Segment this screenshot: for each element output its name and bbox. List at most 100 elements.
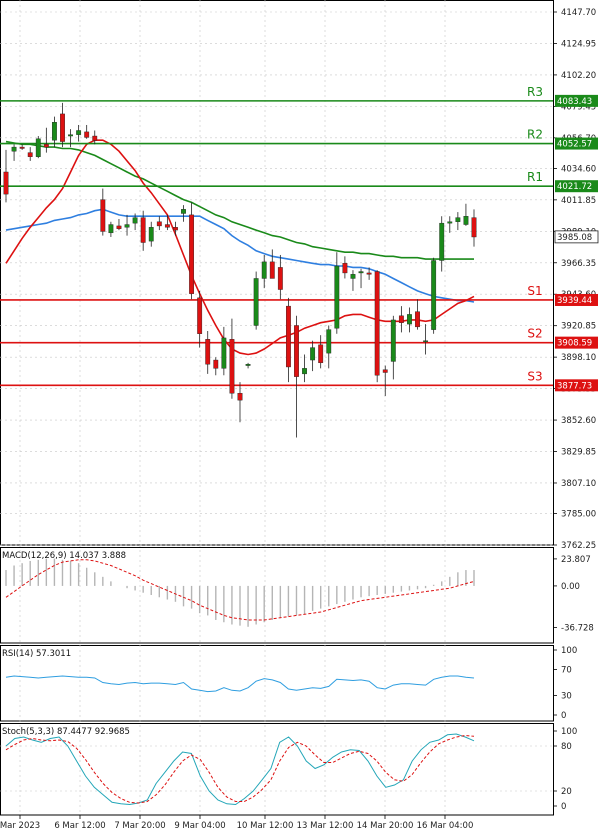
macd-tick-label: -36.728 [561, 624, 594, 634]
price-tick-label: 3762.25 [561, 541, 596, 551]
candle-body [3, 171, 9, 195]
level-value-label: 4021.72 [557, 182, 592, 192]
level-name-r2: R2 [527, 128, 543, 142]
candle-body [423, 340, 429, 342]
level-value-box [555, 94, 598, 107]
candle-body [350, 274, 356, 279]
candle-body [285, 305, 291, 368]
price-panel-frame [0, 0, 554, 546]
candle-body [213, 359, 219, 369]
stoch-tick-label: 100 [561, 727, 577, 737]
price-tick-label: 3807.10 [561, 479, 596, 489]
level-name-s1: S1 [527, 284, 542, 298]
price-tick-label: 3785.00 [561, 510, 596, 520]
rsi-tick-label: 0 [561, 711, 566, 721]
level-value-label: 3939.44 [557, 296, 592, 306]
macd-tick-label: 0.00 [561, 582, 580, 592]
candle-body [334, 265, 340, 329]
candle-body [302, 368, 307, 375]
moving-average-line [5, 140, 474, 260]
candle-body [173, 227, 178, 231]
candle-body [398, 315, 404, 323]
candle-body [68, 134, 73, 137]
price-tick-label: 3898.10 [561, 353, 596, 363]
rsi-panel-frame [0, 645, 554, 722]
price-tick-label: 3966.35 [561, 259, 596, 269]
stoch-d-line [5, 734, 475, 804]
price-tick-label: 4034.60 [561, 164, 596, 174]
time-tick-label: 10 Mar 12:00 [237, 821, 294, 831]
level-value-box [555, 180, 598, 193]
stoch-tick-label: 0 [561, 802, 566, 812]
candle-body [60, 113, 65, 142]
candle-body [124, 224, 130, 228]
candle-body [148, 227, 154, 242]
candle-body [261, 261, 267, 279]
rsi-tick-label: 100 [561, 646, 577, 656]
level-name-r3: R3 [527, 85, 543, 99]
candle-body [269, 261, 275, 279]
candle-body [358, 271, 364, 274]
macd-panel-frame [0, 547, 554, 644]
price-tick-label: 4079.45 [561, 102, 596, 112]
moving-average-line [5, 208, 475, 303]
candle-body [92, 135, 98, 141]
price-tick-label: 4124.95 [561, 39, 596, 49]
time-tick-label: 14 Mar 20:00 [357, 821, 414, 831]
candle-body [35, 138, 41, 157]
macd-title: MACD(12,26,9) 14.037 3.888 [2, 551, 126, 561]
candle-body [374, 271, 380, 376]
level-value-label: 4083.43 [557, 97, 592, 107]
candle-body [431, 260, 437, 330]
time-tick-label: 13 Mar 12:00 [297, 821, 354, 831]
candle-body [253, 278, 259, 326]
level-value-box [555, 293, 598, 306]
candle-body [76, 130, 82, 135]
stoch-k-line [5, 733, 475, 806]
candle-body [156, 221, 162, 227]
level-value-label: 3877.73 [557, 381, 592, 391]
candle-body [382, 369, 388, 373]
candle-body [164, 224, 170, 228]
price-tick-label: 4011.85 [561, 196, 596, 206]
rsi-tick-label: 30 [561, 692, 572, 702]
macd-tick-label: 23.807 [561, 555, 591, 565]
current-price-label: 3985.08 [557, 233, 592, 243]
candle-body [205, 339, 211, 365]
rsi-title: RSI(14) 57.3011 [2, 649, 71, 659]
stoch-title: Stoch(5,3,3) 87.4477 92.9685 [2, 727, 130, 737]
candle-body [471, 217, 477, 238]
level-value-box [555, 137, 598, 150]
candle-body [245, 363, 251, 366]
candle-body [19, 146, 25, 149]
price-tick-label: 4147.70 [561, 8, 596, 18]
candle-body [116, 225, 122, 229]
candle-body [108, 224, 114, 234]
candle-body [277, 267, 283, 290]
candle-body [447, 221, 453, 224]
level-value-label: 4052.57 [557, 140, 592, 150]
price-tick-label: 4102.20 [561, 71, 596, 81]
stoch-panel-frame [0, 723, 554, 816]
candle-body [342, 263, 348, 274]
candle-body [407, 314, 412, 325]
candle-body [237, 393, 243, 401]
time-tick-label: Mar 2023 [0, 821, 40, 831]
candle-body [415, 311, 420, 328]
candle-body [221, 337, 227, 369]
candle-body [11, 146, 17, 152]
price-tick-label: 3920.85 [561, 322, 596, 332]
candle-body [27, 152, 33, 157]
level-value-box [555, 336, 598, 349]
candle-body [140, 217, 146, 243]
candle-body [181, 209, 186, 214]
candle-body [84, 131, 90, 138]
price-tick-label: 3829.85 [561, 448, 596, 458]
candle-body [455, 217, 461, 222]
candle-body [390, 319, 396, 362]
time-tick-label: 6 Mar 12:00 [54, 821, 105, 831]
candle-body [310, 347, 316, 361]
macd-signal-line [5, 559, 475, 621]
candle-body [189, 214, 195, 294]
